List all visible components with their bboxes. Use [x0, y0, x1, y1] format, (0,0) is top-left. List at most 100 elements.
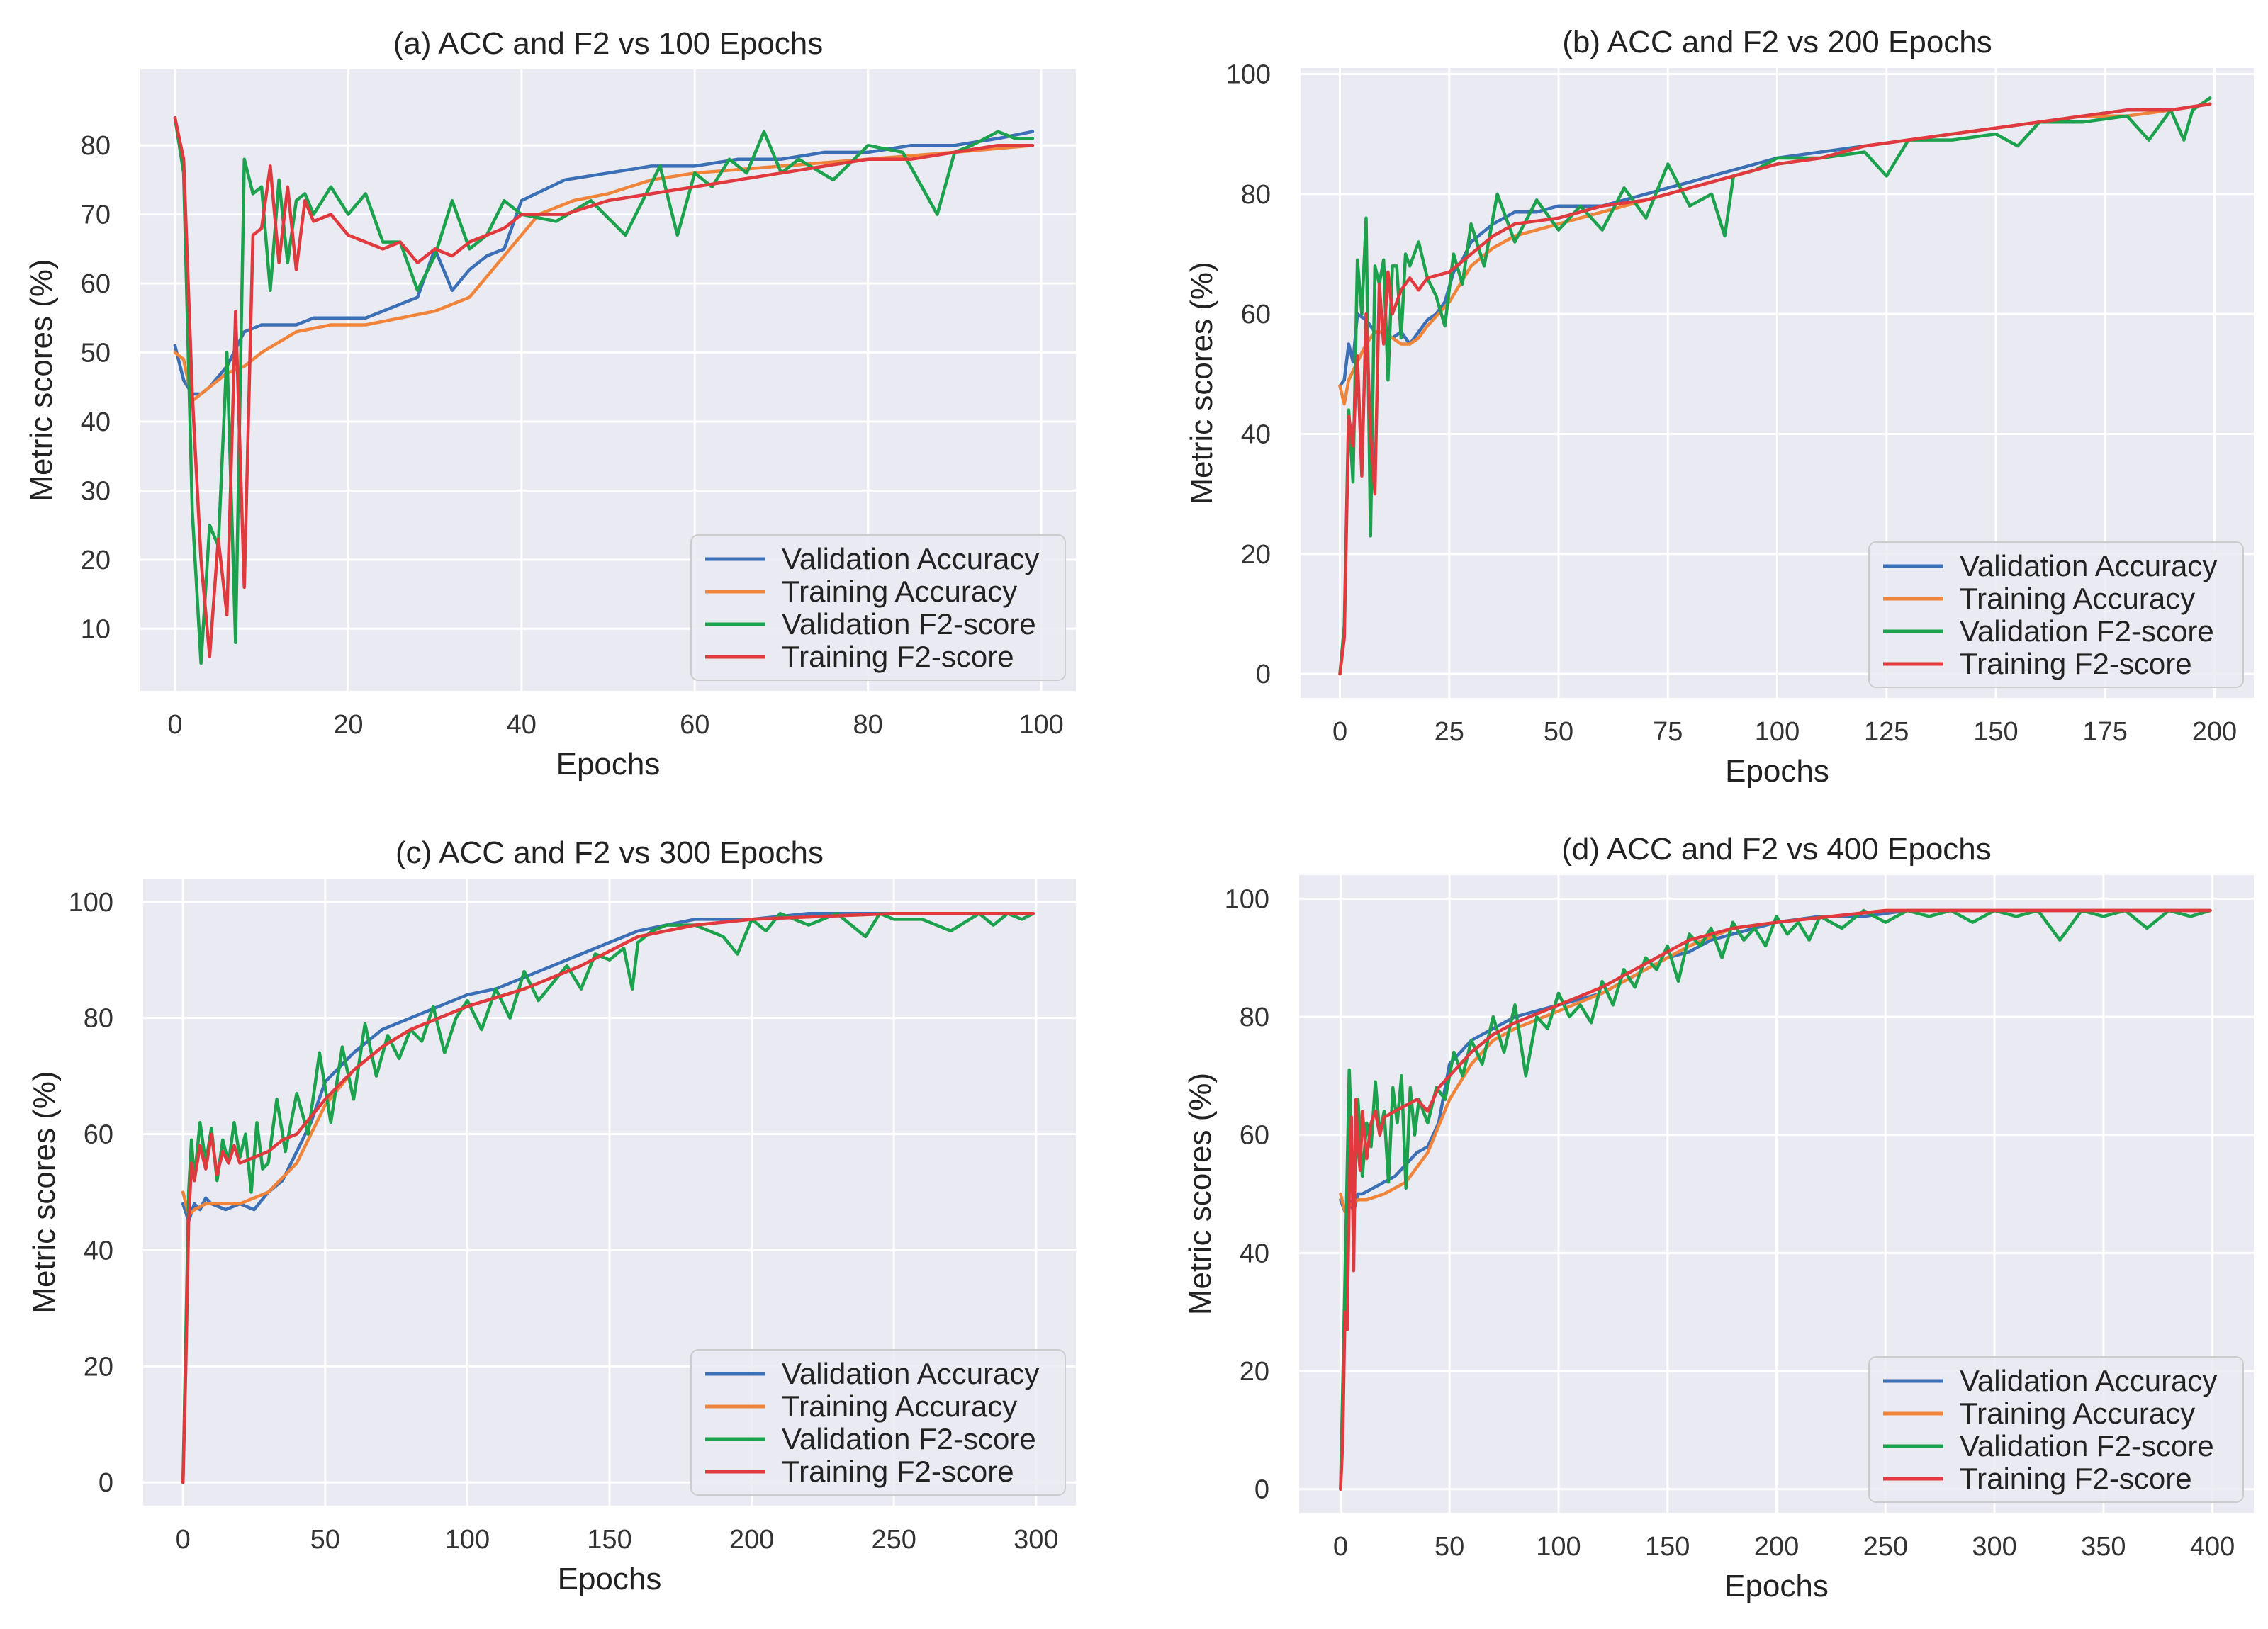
y-tick-label: 20	[81, 546, 111, 575]
x-tick-label: 0	[167, 710, 182, 740]
legend-label: Training F2-score	[782, 1455, 1014, 1488]
legend-label: Validation Accuracy	[782, 1357, 1039, 1390]
series-line-training-f2-score	[1338, 102, 2212, 676]
y-tick-label: 40	[84, 1236, 113, 1266]
series-line-training-f2-score	[1339, 908, 2212, 1491]
x-tick-label: 125	[1864, 717, 1909, 747]
chart-title: (b) ACC and F2 vs 200 Epochs	[1562, 25, 1992, 60]
x-tick-label: 300	[1972, 1532, 2016, 1562]
x-tick-label: 400	[2190, 1532, 2235, 1562]
series-line-validation-f2-score	[1339, 908, 2212, 1491]
y-tick-label: 60	[81, 269, 111, 299]
x-tick-label: 200	[729, 1525, 774, 1555]
legend-label: Validation F2-score	[782, 607, 1036, 641]
chart-title: (c) ACC and F2 vs 300 Epochs	[395, 835, 824, 870]
y-tick-label: 80	[84, 1004, 113, 1034]
x-tick-label: 200	[1754, 1532, 1799, 1562]
series-line-validation-f2-score	[173, 115, 1035, 665]
y-tick-label: 20	[1241, 540, 1271, 570]
legend-label: Validation F2-score	[782, 1422, 1036, 1455]
x-tick-label: 75	[1653, 717, 1683, 747]
legend-label: Training F2-score	[1960, 1462, 2192, 1495]
y-axis-label: Metric scores (%)	[24, 259, 59, 501]
x-tick-label: 0	[1333, 1532, 1348, 1562]
y-axis-label: Metric scores (%)	[1184, 261, 1219, 504]
y-tick-label: 40	[1241, 419, 1271, 449]
x-tick-label: 100	[445, 1525, 490, 1555]
x-tick-label: 0	[1332, 717, 1347, 747]
y-tick-label: 70	[81, 201, 111, 230]
legend-label: Training F2-score	[1960, 647, 2192, 680]
x-tick-label: 100	[1018, 710, 1063, 740]
series-line-training-f2-score	[173, 115, 1035, 658]
x-tick-label: 300	[1014, 1525, 1058, 1555]
legend-frame	[690, 534, 1066, 681]
y-tick-label: 100	[1225, 884, 1269, 914]
legend-label: Training Accuracy	[1960, 582, 2195, 615]
y-tick-label: 40	[81, 407, 111, 437]
x-tick-label: 175	[2083, 717, 2128, 747]
x-tick-label: 80	[853, 710, 883, 740]
x-tick-label: 250	[1863, 1532, 1908, 1562]
y-tick-label: 30	[81, 476, 111, 506]
x-tick-label: 20	[333, 710, 363, 740]
legend-label: Validation Accuracy	[782, 542, 1039, 575]
legend-label: Training F2-score	[782, 640, 1014, 673]
x-tick-label: 350	[2081, 1532, 2126, 1562]
y-tick-label: 50	[81, 339, 111, 368]
series-line-validation-f2-score	[1338, 96, 2212, 676]
x-tick-label: 50	[1544, 717, 1573, 747]
x-tick-label: 150	[1973, 717, 2018, 747]
x-tick-label: 100	[1755, 717, 1800, 747]
chart-title: (d) ACC and F2 vs 400 Epochs	[1561, 832, 1992, 867]
y-tick-label: 0	[1254, 1475, 1269, 1505]
legend-label: Training Accuracy	[1960, 1397, 2195, 1430]
x-tick-label: 50	[310, 1525, 340, 1555]
x-tick-label: 25	[1435, 717, 1464, 747]
x-tick-label: 60	[680, 710, 709, 740]
chart-panel-4: 0 50 100 150 200 250 300 350 400 0 20 40 60 80 100 (d) …	[1183, 832, 2254, 1603]
y-tick-label: 80	[1241, 180, 1271, 210]
x-tick-label: 50	[1435, 1532, 1464, 1562]
y-axis-label: Metric scores (%)	[27, 1071, 62, 1313]
chart-panel-3: 0 50 100 150 200 250 300 0 20 40 60 80 100 (c) ACC an…	[27, 835, 1076, 1596]
chart-title: (a) ACC and F2 vs 100 Epochs	[393, 26, 824, 61]
x-tick-label: 0	[176, 1525, 191, 1555]
y-tick-label: 60	[84, 1120, 113, 1150]
y-tick-label: 20	[84, 1352, 113, 1382]
legend-frame	[690, 1349, 1066, 1496]
y-tick-label: 80	[1240, 1003, 1269, 1032]
x-axis-label: Epochs	[1724, 1569, 1829, 1603]
legend-label: Training Accuracy	[782, 575, 1017, 608]
legend-label: Validation F2-score	[1960, 1429, 2214, 1462]
legend-frame	[1868, 541, 2244, 688]
legend-frame	[1868, 1356, 2244, 1503]
x-tick-label: 150	[1645, 1532, 1690, 1562]
x-axis-label: Epochs	[1725, 754, 1829, 789]
y-tick-label: 20	[1240, 1357, 1269, 1387]
x-tick-label: 150	[587, 1525, 631, 1555]
x-tick-label: 250	[872, 1525, 916, 1555]
y-tick-label: 60	[1241, 300, 1271, 329]
legend-label: Training Accuracy	[782, 1390, 1017, 1423]
series-line-validation-f2-score	[181, 911, 1035, 1484]
x-tick-label: 200	[2192, 717, 2237, 747]
series-line-training-f2-score	[181, 911, 1035, 1484]
chart-panel-2: 0 25 50 75 100 125 150 175 200 0 20 40 60 80 100 (b) AC…	[1184, 25, 2254, 789]
y-tick-label: 0	[1256, 660, 1271, 689]
x-tick-label: 40	[507, 710, 537, 740]
y-axis-label: Metric scores (%)	[1183, 1073, 1218, 1315]
x-axis-label: Epochs	[558, 1562, 662, 1596]
y-tick-label: 100	[69, 888, 113, 918]
x-tick-label: 100	[1536, 1532, 1581, 1562]
y-tick-label: 60	[1240, 1121, 1269, 1151]
x-axis-label: Epochs	[556, 747, 661, 782]
y-tick-label: 10	[81, 614, 111, 644]
legend-label: Validation Accuracy	[1960, 1364, 2217, 1397]
y-tick-label: 0	[99, 1468, 113, 1498]
chart-panel-1: 0 20 40 60 80 100 10 20 30 40 50 60 70 80 (a) ACC and …	[24, 26, 1076, 782]
